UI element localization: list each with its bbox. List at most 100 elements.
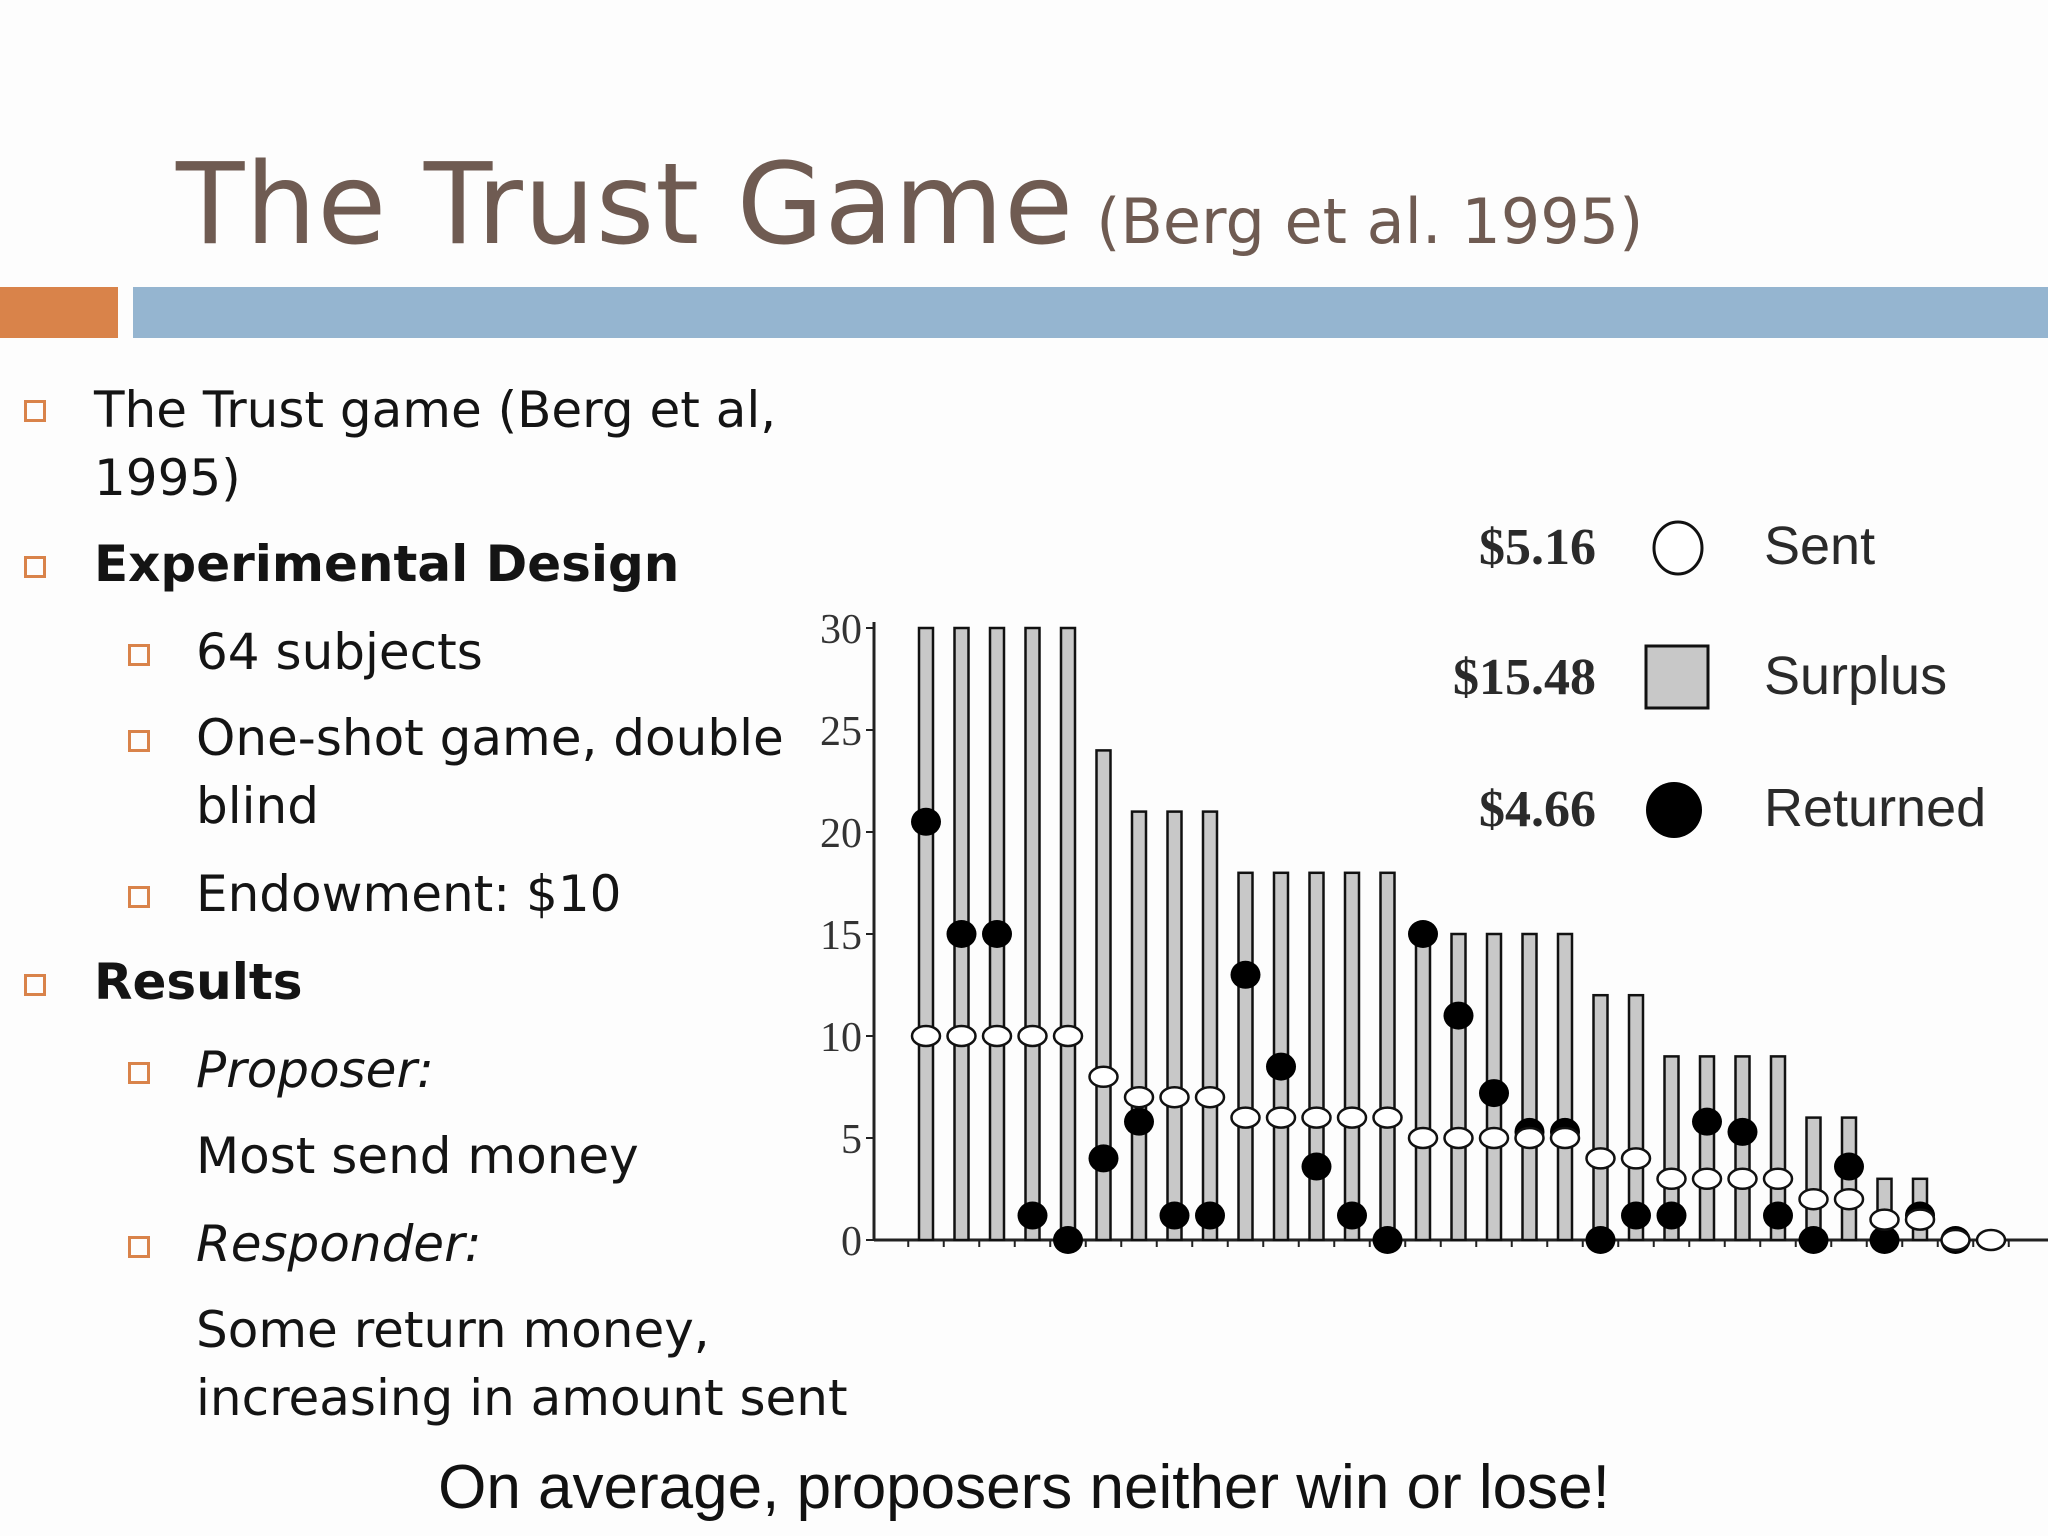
proposer-text: Most send money <box>196 1127 639 1185</box>
returned-point <box>1195 1201 1225 1230</box>
surplus-bar <box>1095 749 1112 1242</box>
y-tick-label: 15 <box>820 913 862 959</box>
sent-point <box>1514 1126 1545 1150</box>
legend-value: $4.66 <box>1479 781 1596 838</box>
sent-point <box>1088 1065 1119 1089</box>
subbullet-marker <box>128 886 150 908</box>
returned-point <box>1585 1226 1616 1254</box>
footer-note: On average, proposers neither win or los… <box>438 1453 1610 1522</box>
surplus-bar <box>917 626 935 1242</box>
y-tick-label: 10 <box>820 1015 862 1061</box>
sent-point <box>1620 1147 1652 1170</box>
y-tick-label: 0 <box>841 1219 862 1265</box>
sent-point <box>1549 1126 1581 1150</box>
subbullet-marker <box>128 644 150 666</box>
plot-area: 0 5 10 15 20 25 30 <box>820 607 2048 1265</box>
legend-returned-marker <box>1646 782 1702 838</box>
returned-point <box>1692 1107 1722 1136</box>
legend-label: Surplus <box>1764 646 1947 706</box>
sent-point <box>1478 1126 1510 1150</box>
returned-point <box>1479 1079 1509 1108</box>
legend-label: Sent <box>1764 516 1875 576</box>
sent-point <box>1336 1106 1368 1129</box>
sent-point <box>1407 1126 1439 1150</box>
sent-point <box>1301 1106 1332 1129</box>
y-tick-label: 25 <box>820 709 862 755</box>
subbullet-marker <box>128 730 150 752</box>
title-main: The Trust Game <box>176 140 1075 270</box>
returned-point <box>1621 1201 1651 1230</box>
sent-point <box>1904 1208 1936 1231</box>
legend-sent-marker <box>1652 520 1704 576</box>
sent-point <box>1869 1208 1900 1231</box>
returned-point <box>1408 920 1438 948</box>
legend-value: $5.16 <box>1479 519 1596 576</box>
sent-point <box>1230 1106 1261 1129</box>
returned-point <box>1656 1201 1687 1230</box>
surplus-bar <box>1805 1116 1822 1242</box>
slide-title: The Trust Game (Berg et al. 1995) <box>176 140 1643 270</box>
subbullet-one-shot-cont: blind <box>196 777 319 835</box>
returned-point <box>1124 1107 1154 1136</box>
returned-point <box>1372 1226 1403 1254</box>
surplus-bar <box>1769 1055 1787 1242</box>
sent-point <box>1265 1106 1297 1129</box>
returned-point <box>1266 1052 1296 1081</box>
surplus-bar <box>1343 871 1361 1242</box>
sent-point <box>1017 1024 1048 1048</box>
sent-point <box>1585 1147 1616 1170</box>
sent-point <box>1833 1187 1865 1211</box>
trust-game-chart: 0 5 10 15 20 25 30 $5.16 Sent $15.48 Surplus $4.66… <box>820 516 2048 1265</box>
sent-point <box>910 1024 942 1048</box>
returned-point <box>1337 1201 1367 1230</box>
surplus-bar <box>1698 1055 1716 1242</box>
subbullet-marker <box>128 1062 150 1084</box>
sent-point <box>1443 1126 1474 1150</box>
sent-point <box>981 1024 1013 1048</box>
subbullet-subjects: 64 subjects <box>196 623 483 681</box>
returned-point <box>1763 1201 1793 1230</box>
subbullet-responder: Responder: <box>196 1215 482 1273</box>
returned-point <box>1088 1144 1119 1173</box>
bullet-marker <box>24 556 46 578</box>
sent-point <box>1159 1085 1190 1109</box>
bullet-trust-game: The Trust game (Berg et al, <box>94 381 777 439</box>
sent-point <box>1975 1228 2007 1252</box>
bullet-trust-game-cont: 1995) <box>94 449 241 507</box>
chart-legend: $5.16 Sent $15.48 Surplus $4.66 Returned <box>1453 516 1986 838</box>
sent-point <box>1194 1085 1226 1109</box>
returned-point <box>1053 1226 1083 1254</box>
bullet-marker <box>24 400 46 422</box>
title-accent-orange <box>0 287 118 338</box>
sent-point <box>1656 1167 1687 1191</box>
sent-point <box>1727 1167 1758 1191</box>
surplus-bar <box>1201 810 1219 1242</box>
bullet-results: Results <box>94 953 303 1011</box>
sent-point <box>1052 1024 1084 1048</box>
sent-point <box>1372 1106 1403 1129</box>
surplus-bar <box>1663 1055 1680 1242</box>
returned-point <box>911 807 941 836</box>
surplus-bar <box>1627 993 1645 1242</box>
returned-point <box>982 920 1012 948</box>
sent-point <box>1691 1167 1723 1191</box>
returned-point <box>1798 1226 1829 1254</box>
legend-label: Returned <box>1764 778 1986 838</box>
y-tick-label: 30 <box>820 607 862 653</box>
returned-point <box>1159 1201 1190 1230</box>
returned-point <box>1301 1152 1332 1181</box>
bullet-marker <box>24 974 46 996</box>
legend-surplus-marker <box>1644 644 1710 710</box>
surplus-bar <box>1592 993 1609 1242</box>
bullet-experimental-design: Experimental Design <box>94 535 680 593</box>
surplus-bar <box>1059 626 1077 1242</box>
title-citation: (Berg et al. 1995) <box>1096 185 1644 258</box>
y-tick-label: 20 <box>820 811 862 857</box>
subbullet-proposer: Proposer: <box>196 1041 434 1099</box>
surplus-bar <box>1521 932 1538 1242</box>
returned-point <box>1017 1201 1048 1230</box>
returned-point <box>1443 1001 1474 1030</box>
title-accent-blue <box>133 287 2048 338</box>
returned-point <box>1727 1117 1758 1146</box>
surplus-bar <box>1166 810 1183 1242</box>
